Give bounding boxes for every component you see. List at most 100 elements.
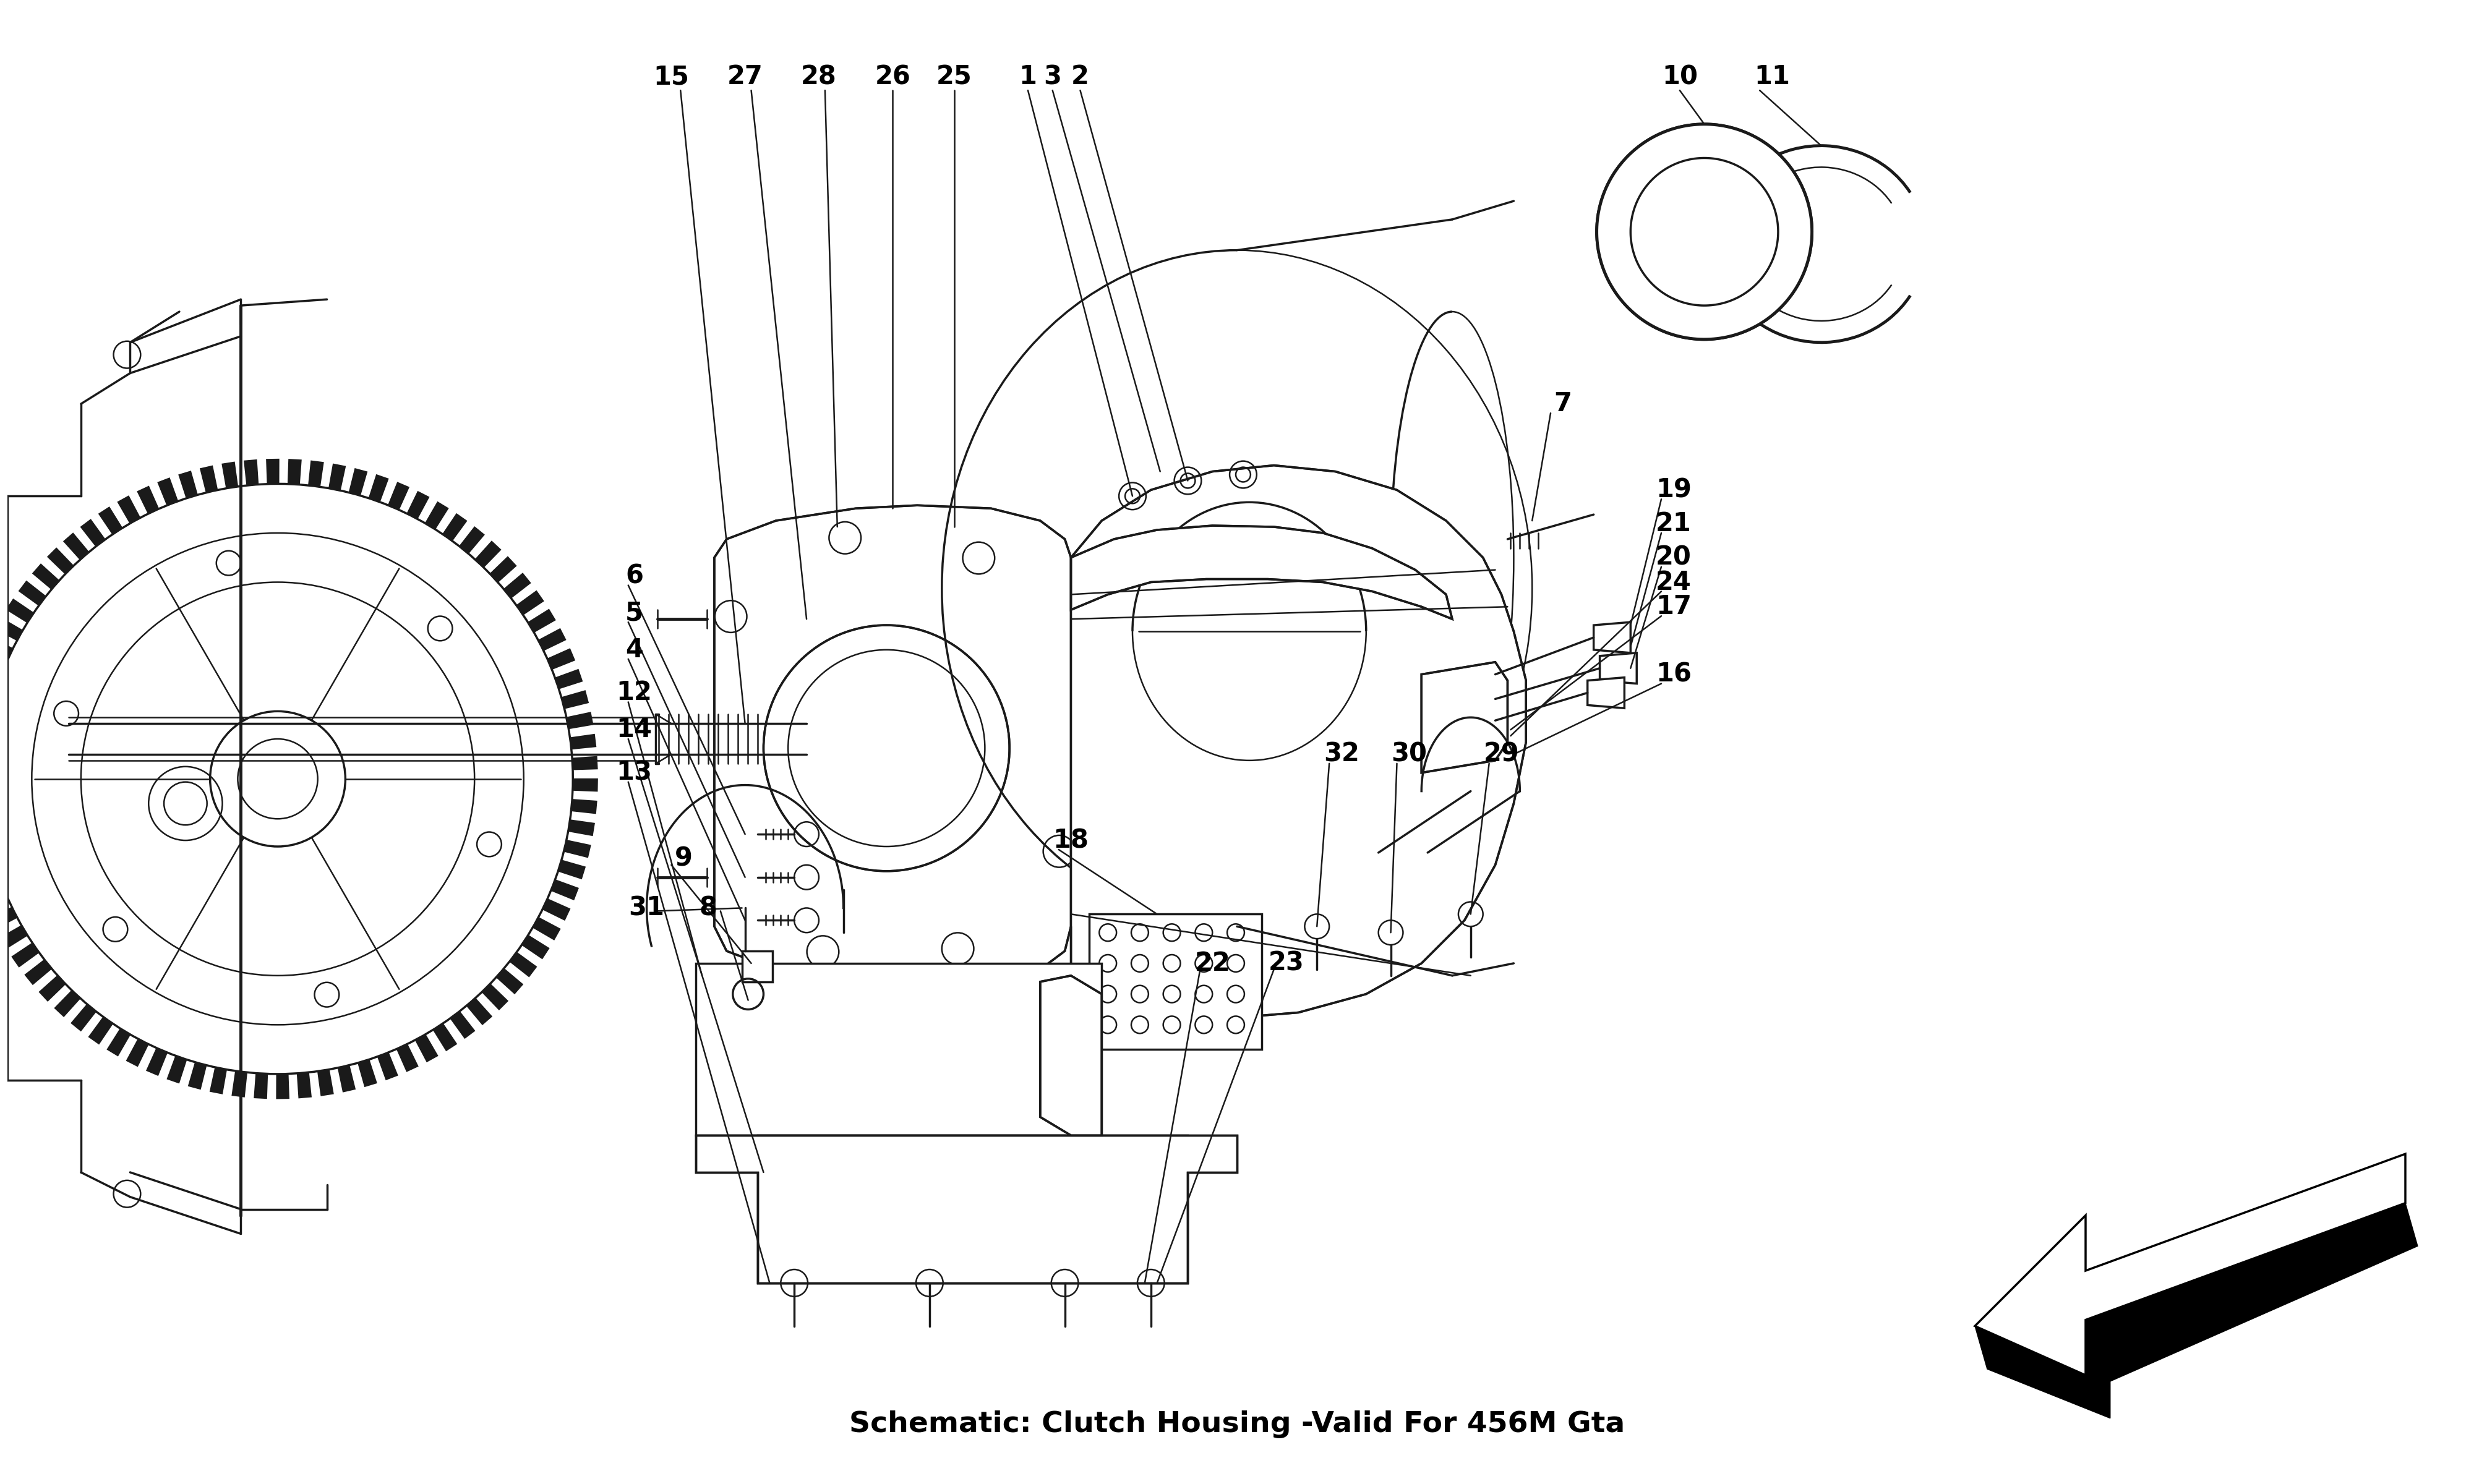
Polygon shape (12, 942, 40, 966)
Text: 3: 3 (1044, 64, 1061, 91)
Text: 15: 15 (653, 64, 690, 91)
Polygon shape (233, 1071, 247, 1097)
Polygon shape (416, 1034, 438, 1061)
Text: 2: 2 (1071, 64, 1089, 91)
Polygon shape (571, 800, 596, 813)
Polygon shape (126, 1039, 148, 1066)
Text: 13: 13 (616, 760, 653, 785)
Polygon shape (547, 649, 574, 669)
Polygon shape (475, 542, 500, 567)
Polygon shape (569, 735, 596, 749)
Polygon shape (245, 460, 257, 485)
Polygon shape (396, 1045, 418, 1071)
Text: 5: 5 (626, 600, 643, 626)
Polygon shape (32, 564, 59, 589)
Polygon shape (517, 591, 544, 614)
Polygon shape (0, 907, 17, 929)
Text: 14: 14 (616, 717, 653, 742)
Text: 24: 24 (1655, 570, 1692, 595)
Text: 29: 29 (1484, 742, 1519, 767)
Polygon shape (0, 617, 22, 641)
Polygon shape (0, 657, 5, 678)
Polygon shape (267, 459, 280, 484)
Polygon shape (40, 975, 64, 1000)
Text: 9: 9 (675, 846, 693, 871)
Polygon shape (287, 460, 302, 485)
Text: 23: 23 (1269, 950, 1304, 976)
Polygon shape (168, 1055, 186, 1083)
Polygon shape (1588, 678, 1625, 708)
Text: 31: 31 (628, 895, 666, 922)
Polygon shape (1039, 975, 1101, 1135)
Polygon shape (1601, 653, 1638, 684)
Text: 11: 11 (1754, 64, 1789, 91)
Polygon shape (564, 840, 591, 858)
Polygon shape (359, 1060, 376, 1086)
Text: Schematic: Clutch Housing -Valid For 456M Gta: Schematic: Clutch Housing -Valid For 456… (849, 1410, 1625, 1438)
Polygon shape (89, 1017, 114, 1043)
Polygon shape (369, 475, 388, 502)
Polygon shape (542, 899, 569, 920)
Polygon shape (443, 513, 468, 540)
Text: 26: 26 (876, 64, 910, 91)
Polygon shape (554, 669, 581, 689)
Polygon shape (388, 482, 408, 509)
Polygon shape (408, 491, 428, 519)
Polygon shape (1423, 662, 1507, 773)
Polygon shape (695, 1135, 1237, 1284)
Polygon shape (329, 464, 346, 491)
Polygon shape (349, 469, 366, 496)
Polygon shape (450, 1012, 475, 1039)
Polygon shape (1630, 157, 1779, 306)
Polygon shape (482, 984, 507, 1009)
Text: 7: 7 (1554, 390, 1571, 417)
Polygon shape (339, 1066, 356, 1092)
Text: 12: 12 (616, 680, 653, 706)
Polygon shape (178, 472, 198, 499)
Polygon shape (82, 519, 104, 546)
Text: 30: 30 (1390, 742, 1427, 767)
Polygon shape (106, 1028, 131, 1055)
Polygon shape (309, 462, 324, 487)
Bar (1089, 914, 1262, 1049)
Polygon shape (715, 506, 1071, 985)
Polygon shape (119, 496, 141, 524)
Polygon shape (99, 508, 121, 534)
Polygon shape (158, 478, 178, 505)
Polygon shape (571, 757, 596, 770)
Circle shape (764, 625, 1009, 871)
Polygon shape (1593, 622, 1630, 653)
Polygon shape (25, 960, 52, 984)
Text: 22: 22 (1195, 950, 1230, 976)
Polygon shape (200, 466, 218, 493)
Polygon shape (433, 1024, 458, 1051)
Polygon shape (1071, 525, 1452, 619)
Text: 27: 27 (727, 64, 762, 91)
Polygon shape (490, 556, 517, 582)
Text: 32: 32 (1324, 742, 1358, 767)
Polygon shape (317, 1070, 334, 1095)
Polygon shape (552, 880, 579, 899)
Polygon shape (64, 533, 89, 559)
Polygon shape (522, 935, 549, 959)
Polygon shape (569, 821, 594, 835)
Text: 17: 17 (1655, 594, 1692, 620)
Text: 16: 16 (1655, 662, 1692, 687)
Polygon shape (47, 548, 74, 574)
Text: 8: 8 (700, 895, 717, 922)
Polygon shape (1974, 1204, 2417, 1419)
Polygon shape (1974, 1155, 2405, 1376)
Polygon shape (1071, 466, 1526, 1018)
Polygon shape (510, 953, 537, 976)
Polygon shape (559, 861, 584, 879)
Polygon shape (255, 1073, 267, 1098)
Text: 6: 6 (626, 562, 643, 589)
Text: 1: 1 (1019, 64, 1037, 91)
Polygon shape (188, 1063, 205, 1089)
Text: 4: 4 (626, 637, 643, 663)
Polygon shape (54, 990, 79, 1017)
Polygon shape (497, 969, 522, 994)
Text: 21: 21 (1655, 510, 1692, 537)
Bar (757, 1135, 1188, 1284)
Text: 20: 20 (1655, 545, 1692, 570)
